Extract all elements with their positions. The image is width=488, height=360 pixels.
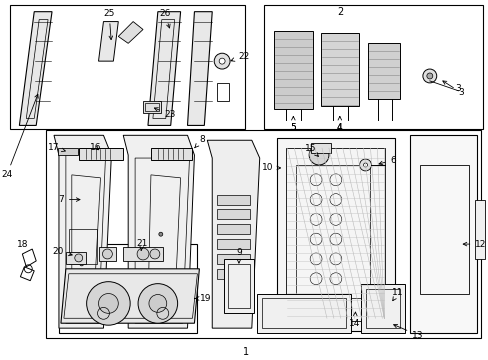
Polygon shape	[20, 12, 52, 125]
Circle shape	[80, 282, 83, 285]
Bar	[256, 293, 350, 333]
Text: 1: 1	[243, 347, 248, 357]
Bar	[409, 135, 476, 333]
Polygon shape	[273, 31, 312, 109]
Circle shape	[159, 252, 163, 256]
Bar	[123, 247, 163, 261]
Circle shape	[214, 53, 229, 69]
Polygon shape	[148, 12, 180, 125]
Bar	[261, 298, 345, 328]
Circle shape	[387, 289, 395, 297]
Polygon shape	[217, 195, 249, 204]
Circle shape	[75, 254, 82, 262]
Text: 2: 2	[337, 7, 343, 17]
Bar	[276, 138, 394, 331]
Bar	[145, 103, 159, 111]
Bar	[360, 284, 404, 333]
Text: 18: 18	[17, 240, 28, 249]
Text: 9: 9	[236, 248, 242, 263]
Text: 22: 22	[230, 52, 249, 61]
Polygon shape	[54, 135, 111, 328]
Circle shape	[363, 163, 367, 167]
Bar	[365, 289, 399, 328]
Polygon shape	[217, 224, 249, 234]
Circle shape	[159, 232, 163, 236]
Bar	[9, 5, 244, 129]
Circle shape	[138, 284, 177, 323]
Bar	[142, 101, 161, 113]
Polygon shape	[217, 210, 249, 219]
Text: 5: 5	[290, 116, 296, 132]
Circle shape	[308, 145, 328, 165]
Circle shape	[422, 69, 436, 83]
Bar	[227, 264, 249, 309]
Text: 7: 7	[58, 195, 80, 204]
Text: 26: 26	[159, 9, 170, 28]
Circle shape	[149, 294, 166, 312]
Text: 11: 11	[391, 288, 403, 301]
Polygon shape	[98, 22, 118, 61]
Polygon shape	[321, 33, 358, 105]
Polygon shape	[368, 43, 399, 99]
Bar	[286, 148, 385, 321]
Polygon shape	[217, 254, 249, 264]
Circle shape	[137, 248, 149, 260]
Bar	[419, 165, 468, 293]
Polygon shape	[58, 148, 78, 155]
Polygon shape	[207, 140, 259, 328]
Text: 25: 25	[103, 9, 115, 40]
Polygon shape	[217, 239, 249, 249]
Bar	[66, 252, 85, 264]
Text: 8: 8	[194, 135, 205, 148]
Text: 4: 4	[336, 123, 342, 132]
Bar	[98, 247, 116, 261]
Circle shape	[86, 282, 130, 325]
Circle shape	[359, 159, 371, 171]
Polygon shape	[123, 135, 194, 328]
Text: 20: 20	[52, 247, 72, 256]
Text: 15: 15	[304, 144, 318, 156]
Bar	[59, 244, 197, 333]
Text: 17: 17	[47, 143, 65, 152]
Bar	[310, 143, 330, 153]
Text: 6: 6	[378, 156, 395, 165]
Text: 13: 13	[393, 324, 423, 339]
Text: 19: 19	[194, 294, 211, 303]
Text: 14: 14	[348, 312, 360, 328]
Circle shape	[80, 262, 83, 266]
Text: 23: 23	[154, 108, 176, 119]
Circle shape	[102, 249, 112, 259]
Polygon shape	[118, 22, 142, 43]
Bar	[46, 130, 480, 338]
Bar	[263, 5, 482, 129]
Text: 21: 21	[136, 239, 148, 251]
Text: 5: 5	[290, 123, 296, 132]
Bar	[151, 148, 192, 160]
Bar	[69, 229, 96, 264]
Circle shape	[426, 73, 432, 79]
Circle shape	[98, 293, 118, 313]
Bar	[224, 259, 253, 313]
Polygon shape	[187, 12, 212, 125]
Text: 3: 3	[442, 81, 463, 97]
Text: 10: 10	[262, 163, 280, 172]
Polygon shape	[217, 269, 249, 279]
Text: 16: 16	[90, 143, 101, 152]
Bar	[217, 83, 228, 101]
Text: 4: 4	[336, 116, 342, 132]
Bar	[79, 148, 123, 160]
Text: 12: 12	[462, 240, 486, 249]
Text: 24: 24	[1, 94, 38, 179]
Circle shape	[219, 58, 224, 64]
Circle shape	[384, 285, 399, 301]
Polygon shape	[61, 269, 199, 323]
Circle shape	[150, 249, 160, 259]
Text: 3: 3	[455, 84, 460, 93]
Bar	[474, 199, 484, 259]
